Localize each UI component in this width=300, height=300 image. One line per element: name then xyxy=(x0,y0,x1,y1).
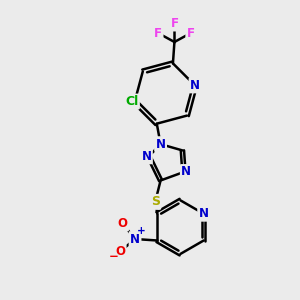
Text: S: S xyxy=(151,195,160,208)
Text: F: F xyxy=(170,17,178,30)
Text: −: − xyxy=(109,250,118,263)
Text: N: N xyxy=(141,150,152,163)
Text: N: N xyxy=(156,138,166,151)
Text: F: F xyxy=(187,27,195,40)
Text: F: F xyxy=(154,27,162,40)
Text: N: N xyxy=(181,166,191,178)
Text: N: N xyxy=(130,232,140,245)
Text: O: O xyxy=(115,245,125,258)
Text: N: N xyxy=(190,79,200,92)
Text: +: + xyxy=(137,226,146,236)
Text: Cl: Cl xyxy=(125,95,138,108)
Text: N: N xyxy=(199,207,209,220)
Text: O: O xyxy=(118,217,128,230)
